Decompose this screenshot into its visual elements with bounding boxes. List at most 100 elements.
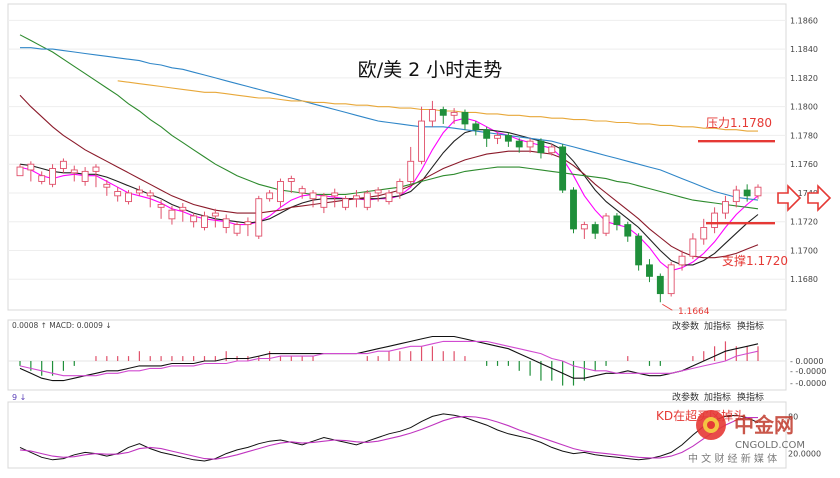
macd-tick-label: - 0.0000: [790, 357, 823, 366]
candle: [548, 144, 556, 156]
candle: [38, 171, 46, 185]
macd-tick-label: - -0.0000: [790, 367, 826, 376]
candle: [624, 221, 632, 242]
candle-body: [656, 275, 664, 295]
candle: [331, 188, 339, 208]
kd-edit-params-button[interactable]: 改参数: [672, 391, 699, 403]
candle: [92, 164, 100, 188]
candle: [504, 132, 512, 147]
candle-body: [92, 166, 100, 172]
candle: [494, 132, 501, 145]
watermark-tagline: 中 文 财 经 新 媒 体: [688, 452, 777, 465]
macd-switch-indicator-button[interactable]: 换指标: [737, 320, 764, 332]
macd-dif-line: [19, 335, 759, 382]
candle: [363, 190, 371, 211]
candle-body: [494, 134, 501, 139]
candle-body: [125, 192, 132, 203]
candle-body: [613, 215, 621, 226]
candle: [570, 187, 577, 234]
macd-add-indicator-button[interactable]: 加指标: [704, 320, 731, 332]
candle-body: [157, 204, 165, 208]
candle-body: [49, 168, 56, 185]
candle: [613, 213, 621, 231]
candle: [201, 211, 208, 231]
candle-body: [146, 192, 154, 197]
candle: [125, 190, 132, 205]
candle: [656, 273, 664, 303]
candle-body: [179, 206, 187, 211]
candle-body: [580, 224, 588, 230]
candle: [374, 187, 382, 202]
candle: [298, 185, 306, 199]
candle: [320, 192, 328, 214]
candle-body: [222, 218, 230, 228]
support-label: 支撑1.1720: [722, 253, 788, 268]
watermark: 中金网 CNGOLD.COM 中 文 财 经 新 媒 体: [688, 410, 805, 465]
y-tick-label: 1.1760: [790, 160, 818, 169]
candle: [537, 138, 545, 159]
candle: [580, 221, 588, 239]
kd-d-line: [19, 415, 758, 460]
candle: [711, 207, 719, 234]
candle-body: [363, 192, 371, 208]
candle: [211, 208, 219, 228]
candle-body: [396, 180, 404, 194]
candle: [602, 213, 610, 237]
candle: [385, 190, 393, 205]
candle: [483, 126, 491, 147]
candle: [70, 165, 78, 182]
candle-body: [526, 140, 534, 148]
candle-body: [624, 224, 632, 237]
candle-body: [450, 111, 458, 116]
kd-tick-label: 20.0000: [788, 450, 821, 459]
candle: [689, 233, 697, 260]
candle-body: [461, 111, 469, 125]
y-tick-label: 1.1720: [790, 218, 818, 227]
macd-edit-params-button[interactable]: 改参数: [672, 320, 699, 332]
arrow-right-icon: [807, 184, 832, 212]
y-tick-label: 1.1780: [790, 131, 818, 140]
macd-axis: - 0.0000- -0.0000- -0.0000: [790, 357, 826, 388]
candle: [342, 195, 350, 211]
candle-body: [168, 209, 176, 220]
kd-add-indicator-button[interactable]: 加指标: [704, 391, 731, 403]
candle: [59, 158, 67, 173]
candle: [700, 218, 708, 245]
watermark-url: CNGOLD.COM: [735, 440, 805, 451]
candle: [515, 138, 523, 153]
candle-body: [244, 221, 252, 226]
kd-switch-indicator-button[interactable]: 换指标: [737, 391, 764, 403]
candle-body: [504, 134, 512, 142]
candle: [179, 203, 187, 222]
moving-average-line: [19, 34, 759, 210]
candle-body: [711, 212, 719, 228]
candle-body: [277, 180, 284, 203]
macd-panel-frame: [7, 319, 787, 391]
candle: [559, 144, 567, 193]
candle: [439, 106, 447, 124]
levels: [662, 139, 775, 311]
candle-body: [331, 192, 339, 197]
price-grid: [8, 19, 786, 280]
kd-tick-label: 80: [788, 412, 798, 421]
candle: [255, 195, 263, 239]
candle: [353, 190, 360, 208]
candle: [146, 190, 154, 208]
candle: [233, 221, 241, 237]
candle-body: [287, 178, 295, 182]
candle: [309, 190, 317, 208]
candle: [135, 185, 143, 196]
candle-body: [678, 255, 686, 266]
candle-body: [70, 169, 78, 174]
candle: [114, 187, 122, 202]
y-tick-label: 1.1840: [790, 45, 818, 54]
candle: [678, 250, 686, 271]
candle: [754, 184, 762, 199]
candle-body: [515, 140, 523, 148]
candle: [27, 161, 35, 182]
resistance-label: 压力1.1780: [706, 116, 772, 130]
kd-k-line: [19, 413, 759, 462]
candle: [461, 109, 469, 130]
candle-body: [190, 215, 198, 223]
